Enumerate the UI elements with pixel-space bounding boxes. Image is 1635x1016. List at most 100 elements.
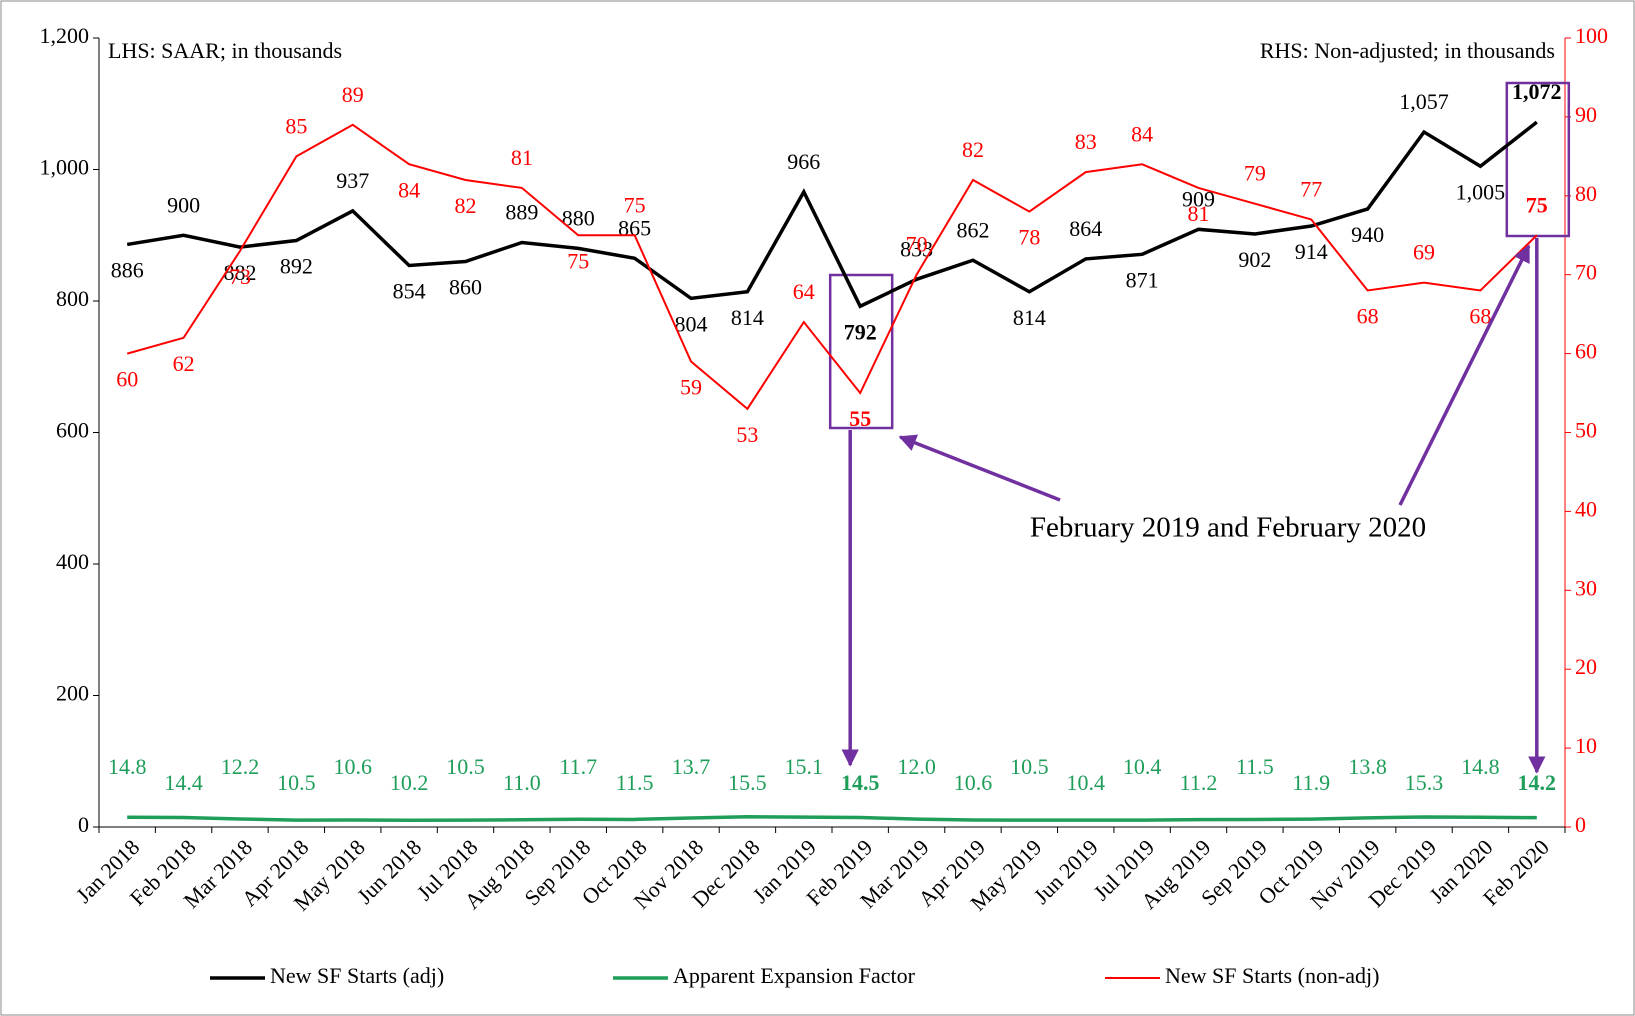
- y-tick-label: 200: [56, 681, 89, 706]
- data-label: 902: [1238, 247, 1271, 272]
- data-label: 1,057: [1399, 89, 1449, 114]
- data-label: 12.0: [897, 754, 936, 779]
- data-label: 15.3: [1405, 770, 1444, 795]
- data-label: 14.8: [108, 754, 147, 779]
- data-label: 900: [167, 192, 200, 217]
- y-tick-label: 1,200: [40, 23, 90, 48]
- series-line: [127, 815, 1537, 823]
- y-tick-label: 600: [56, 418, 89, 443]
- data-label: 83: [1075, 129, 1097, 154]
- arrow: [1398, 244, 1531, 506]
- data-label: 14.5: [841, 770, 880, 795]
- data-label: 68: [1357, 304, 1379, 329]
- data-label: 940: [1351, 222, 1384, 247]
- rhs-note: RHS: Non-adjusted; in thousands: [1260, 38, 1555, 63]
- y-tick-label: 800: [56, 286, 89, 311]
- highlight-box: [828, 273, 894, 430]
- data-label: 10.6: [333, 754, 372, 779]
- series-line: [126, 123, 1538, 411]
- legend-label: New SF Starts (adj): [270, 963, 444, 988]
- data-label: 68: [1469, 304, 1491, 329]
- data-label: 864: [1069, 216, 1102, 241]
- data-label: 914: [1295, 239, 1328, 264]
- data-label: 64: [793, 279, 815, 304]
- data-label: 84: [398, 177, 420, 202]
- data-label: 12.2: [221, 754, 260, 779]
- data-label: 882: [223, 260, 256, 285]
- data-label: 11.7: [559, 754, 597, 779]
- data-label: 814: [1013, 305, 1046, 330]
- data-label: 60: [116, 367, 138, 392]
- data-label: 75: [624, 192, 646, 217]
- data-label: 11.9: [1292, 770, 1330, 795]
- y-tick-label: 1,000: [40, 155, 90, 180]
- y2-tick-label: 30: [1575, 575, 1597, 600]
- data-label: 75: [1526, 192, 1548, 217]
- y2-tick-label: 10: [1575, 733, 1597, 758]
- y2-tick-label: 70: [1575, 260, 1597, 285]
- data-label: 10.2: [390, 770, 429, 795]
- data-label: 14.2: [1518, 770, 1557, 795]
- y2-tick-label: 20: [1575, 654, 1597, 679]
- data-label: 79: [1244, 161, 1266, 186]
- y2-tick-label: 60: [1575, 339, 1597, 364]
- data-label: 871: [1126, 267, 1159, 292]
- data-label: 89: [342, 82, 364, 107]
- y2-tick-label: 80: [1575, 181, 1597, 206]
- data-label: 55: [849, 406, 871, 431]
- data-label: 82: [455, 193, 477, 218]
- data-label: 15.1: [785, 754, 824, 779]
- lhs-note: LHS: SAAR; in thousands: [108, 38, 342, 63]
- data-label: 10.5: [1010, 754, 1049, 779]
- legend-label: New SF Starts (non-adj): [1165, 963, 1379, 988]
- data-label: 14.8: [1461, 754, 1500, 779]
- data-label: 892: [280, 254, 313, 279]
- data-label: 814: [731, 305, 764, 330]
- y2-tick-label: 40: [1575, 496, 1597, 521]
- data-label: 10.6: [954, 770, 993, 795]
- y2-tick-label: 100: [1575, 23, 1608, 48]
- data-label: 81: [1188, 201, 1210, 226]
- data-label: 82: [962, 137, 984, 162]
- data-label: 13.8: [1348, 754, 1387, 779]
- y2-tick-label: 50: [1575, 418, 1597, 443]
- y-tick-label: 400: [56, 549, 89, 574]
- series-line: [126, 120, 1538, 309]
- data-label: 11.5: [616, 770, 654, 795]
- data-label: 1,072: [1512, 79, 1562, 104]
- data-label: 10.4: [1066, 770, 1105, 795]
- data-label: 10.5: [446, 754, 485, 779]
- data-label: 77: [1300, 177, 1322, 202]
- data-label: 10.4: [1123, 754, 1162, 779]
- y-tick-label: 0: [78, 812, 89, 837]
- data-label: 78: [1018, 225, 1040, 250]
- data-label: 11.0: [503, 770, 541, 795]
- data-label: 81: [511, 145, 533, 170]
- data-label: 85: [285, 113, 307, 138]
- data-label: 860: [449, 275, 482, 300]
- data-label: 69: [1413, 240, 1435, 265]
- data-label: 75: [567, 248, 589, 273]
- data-label: 862: [956, 217, 989, 242]
- data-label: 73: [229, 264, 251, 289]
- legend-label: Apparent Expansion Factor: [673, 963, 916, 988]
- callout: February 2019 and February 2020: [1030, 512, 1426, 544]
- data-label: 854: [393, 279, 426, 304]
- data-label: 10.5: [277, 770, 316, 795]
- data-label: 70: [906, 232, 928, 257]
- arrow: [898, 434, 1061, 502]
- data-label: 59: [680, 375, 702, 400]
- y2-tick-label: 0: [1575, 812, 1586, 837]
- highlight-box: [1505, 81, 1571, 238]
- data-label: 14.4: [164, 770, 203, 795]
- data-label: 966: [787, 149, 820, 174]
- data-label: 84: [1131, 121, 1153, 146]
- data-label: 53: [736, 422, 758, 447]
- data-label: 11.5: [1236, 754, 1274, 779]
- data-label: 13.7: [672, 754, 711, 779]
- data-label: 889: [505, 200, 538, 225]
- data-label: 792: [844, 319, 877, 344]
- data-label: 886: [111, 258, 144, 283]
